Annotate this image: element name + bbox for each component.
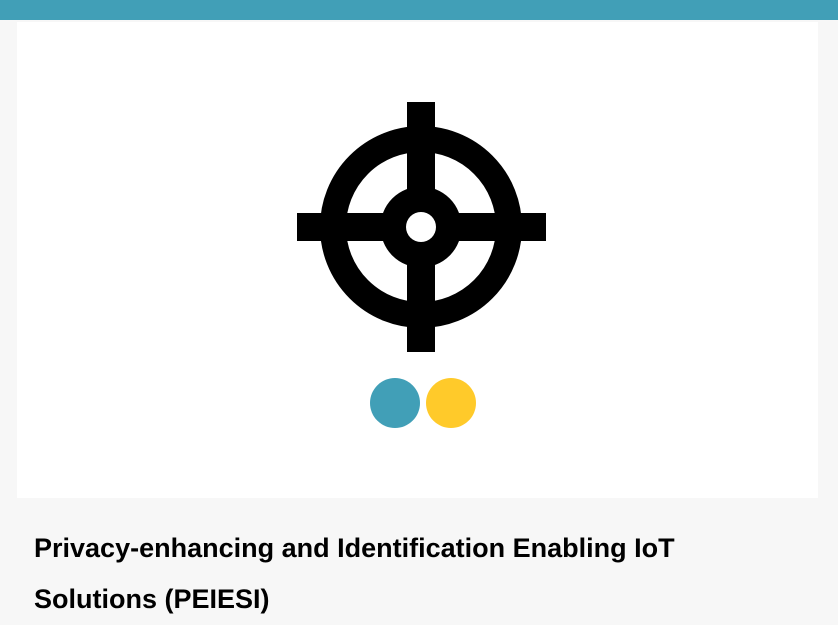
top-accent-bar <box>0 0 838 20</box>
project-card[interactable]: Privacy-enhancing and Identification Ena… <box>0 20 838 617</box>
yellow-dot <box>426 378 476 428</box>
project-card-image[interactable] <box>17 22 818 498</box>
crosshair-logo-icon <box>297 102 546 428</box>
blue-dot <box>370 378 420 428</box>
project-title[interactable]: Privacy-enhancing and Identification Ena… <box>34 533 675 614</box>
